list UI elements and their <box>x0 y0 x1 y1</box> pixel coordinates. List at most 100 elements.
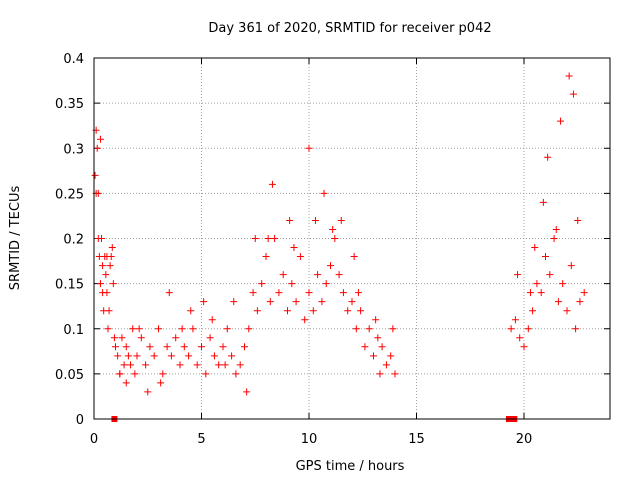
data-point <box>331 235 339 242</box>
data-point <box>249 289 257 297</box>
data-point <box>266 298 274 306</box>
data-point <box>124 352 132 360</box>
data-point <box>567 262 575 270</box>
data-point <box>221 361 229 369</box>
data-point <box>150 352 158 360</box>
y-tick-label: 0.1 <box>63 323 84 338</box>
data-point <box>118 334 126 342</box>
data-point <box>93 144 101 152</box>
y-tick-label: 0.15 <box>55 278 84 293</box>
y-tick-label: 0.4 <box>63 52 84 67</box>
data-point <box>189 325 197 333</box>
data-point <box>507 325 515 333</box>
data-point <box>350 253 358 261</box>
data-point <box>176 361 184 369</box>
x-tick-label: 10 <box>301 432 318 447</box>
data-point <box>262 253 270 261</box>
data-point <box>120 361 128 369</box>
data-point <box>288 280 296 288</box>
x-tick-label: 15 <box>408 432 425 447</box>
data-point <box>550 235 558 242</box>
data-point <box>236 361 244 369</box>
data-point <box>109 280 117 288</box>
data-point <box>223 325 231 333</box>
data-point <box>99 289 107 297</box>
data-point <box>376 370 384 378</box>
data-point <box>572 325 580 333</box>
data-point <box>516 334 524 342</box>
data-point <box>552 225 560 233</box>
data-point <box>210 352 218 360</box>
data-point <box>284 307 291 315</box>
data-point <box>163 343 171 351</box>
data-point <box>290 244 298 252</box>
data-point <box>144 388 152 396</box>
data-point <box>529 307 537 315</box>
data-point <box>114 352 122 360</box>
data-point <box>574 216 582 224</box>
data-point <box>301 316 309 324</box>
data-point <box>374 334 382 342</box>
data-point <box>108 244 116 252</box>
chart-title: Day 361 of 2020, SRMTID for receiver p04… <box>208 21 491 36</box>
y-tick-label: 0 <box>76 413 84 428</box>
data-point <box>526 289 534 297</box>
y-tick-label: 0.35 <box>55 97 84 112</box>
data-point <box>296 253 304 261</box>
y-axis-label: SRMTID / TECUs <box>8 186 23 291</box>
y-tick-label: 0.2 <box>63 233 84 248</box>
data-point <box>514 271 522 279</box>
data-point <box>219 343 227 351</box>
data-point <box>322 280 330 288</box>
data-point <box>344 307 352 315</box>
data-point <box>106 262 114 270</box>
data-point <box>127 361 135 369</box>
data-point <box>391 370 399 378</box>
data-point <box>279 271 287 279</box>
data-point <box>533 280 541 288</box>
data-point <box>187 307 195 315</box>
data-point <box>352 325 360 333</box>
data-point <box>389 325 397 333</box>
data-point <box>354 289 362 297</box>
data-point <box>137 334 145 342</box>
data-point <box>309 307 317 315</box>
data-point <box>104 325 112 333</box>
x-axis-label: GPS time / hours <box>296 459 405 474</box>
data-point <box>524 325 532 333</box>
data-point <box>135 325 143 333</box>
data-point <box>228 352 236 360</box>
data-point <box>243 388 251 396</box>
data-point <box>327 262 334 270</box>
data-point <box>546 271 554 279</box>
data-point <box>131 370 139 378</box>
data-point <box>241 343 248 351</box>
data-point <box>142 361 150 369</box>
grid <box>94 58 610 419</box>
ticks: 0 0.05 0.1 0.15 0.2 0.25 0.3 0.35 0.4 0 5 10 15 20 <box>55 52 610 447</box>
data-point <box>531 244 539 252</box>
data-point <box>314 271 322 279</box>
data-points <box>91 72 588 422</box>
data-point <box>116 370 124 378</box>
data-point <box>206 334 214 342</box>
data-point <box>208 316 216 324</box>
data-point <box>215 361 223 369</box>
data-point <box>185 352 193 360</box>
data-point <box>370 352 377 360</box>
data-point <box>387 352 395 360</box>
data-point <box>271 235 279 242</box>
data-point <box>554 298 562 306</box>
data-point <box>112 343 119 351</box>
data-point <box>202 370 210 378</box>
data-point <box>230 298 238 306</box>
data-point <box>253 307 261 315</box>
data-point <box>159 370 167 378</box>
data-point <box>99 262 107 270</box>
data-point <box>305 144 313 152</box>
data-point <box>264 235 272 242</box>
data-point <box>133 352 141 360</box>
data-point <box>198 343 205 351</box>
x-tick-label: 20 <box>516 432 533 447</box>
